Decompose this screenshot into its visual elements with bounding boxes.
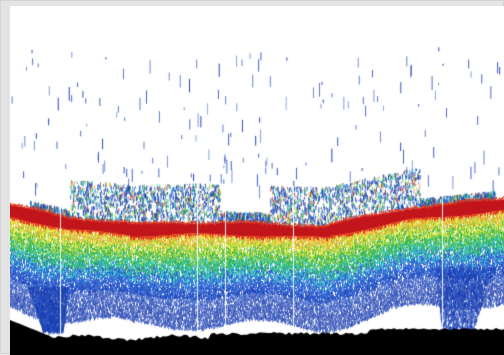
echogram-image bbox=[10, 6, 504, 355]
